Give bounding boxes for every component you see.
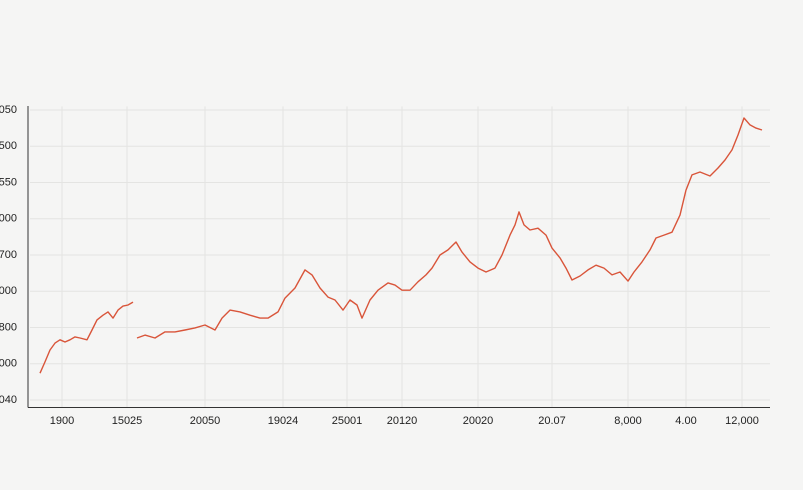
- x-tick-label: 20120: [387, 415, 418, 427]
- y-tick-label: 3800: [0, 321, 17, 333]
- y-tick-label: 5040: [0, 394, 17, 406]
- x-tick-label: 1900: [50, 415, 74, 427]
- x-tick-label: 19024: [268, 415, 299, 427]
- x-tick-label: 20050: [190, 415, 221, 427]
- y-tick-label: 3700: [0, 249, 17, 261]
- line-series: [39, 117, 763, 374]
- y-tick-label: 0050: [0, 104, 17, 116]
- x-tick-label: 20020: [463, 415, 494, 427]
- x-tick-label: 15025: [112, 415, 143, 427]
- x-tick-label: 8,000: [614, 415, 642, 427]
- y-tick-label: 4000: [0, 213, 17, 225]
- x-tick-label: 12,000: [725, 415, 759, 427]
- y-tick-label: 9550: [0, 176, 17, 188]
- grid: [30, 106, 770, 408]
- x-tick-label: 25001: [332, 415, 363, 427]
- x-tick-label: 20.07: [538, 415, 566, 427]
- x-tick-label: 4.00: [675, 415, 696, 427]
